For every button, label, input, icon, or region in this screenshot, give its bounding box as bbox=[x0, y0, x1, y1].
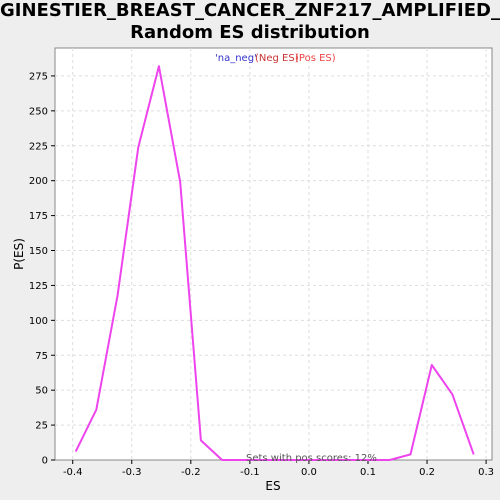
y-tick-label: 75 bbox=[35, 351, 48, 362]
legend-entry-pos-es: (Pos ES) bbox=[295, 53, 336, 64]
y-tick-label: 175 bbox=[29, 211, 48, 222]
y-tick-label: 25 bbox=[35, 421, 48, 432]
plot-area bbox=[54, 47, 493, 461]
x-tick-label: 0.1 bbox=[360, 467, 376, 478]
y-tick-label: 50 bbox=[35, 386, 48, 397]
legend-entry-na-neg: 'na_neg' bbox=[215, 53, 257, 64]
y-tick-label: 150 bbox=[29, 246, 48, 257]
x-tick-label: -0.3 bbox=[122, 467, 142, 478]
y-tick-label: 275 bbox=[29, 71, 48, 82]
x-tick-label: 0.3 bbox=[478, 467, 494, 478]
y-axis-label: P(ES) bbox=[12, 238, 26, 270]
x-axis-label: ES bbox=[265, 479, 280, 493]
y-tick-label: 100 bbox=[29, 316, 48, 327]
y-axis-ticks: 0 25 50 75 100 125 150 175 200 225 250 275 bbox=[29, 71, 55, 467]
legend-entry-neg-es: (Neg ES) bbox=[255, 53, 299, 64]
x-axis-ticks: -0.4 -0.3 -0.2 -0.1 0.0 0.1 0.2 0.3 bbox=[63, 460, 494, 478]
x-tick-label: 0.2 bbox=[419, 467, 435, 478]
y-tick-label: 200 bbox=[29, 176, 48, 187]
x-tick-label: -0.4 bbox=[63, 467, 83, 478]
x-tick-label: -0.1 bbox=[240, 467, 260, 478]
pos-scores-annotation: Sets with pos scores: 12% bbox=[246, 453, 377, 464]
y-tick-label: 0 bbox=[42, 456, 48, 467]
chart-title-line-2: Random ES distribution bbox=[130, 22, 370, 43]
series-layer bbox=[74, 65, 475, 461]
x-tick-label: 0.0 bbox=[301, 467, 317, 478]
x-tick-label: -0.2 bbox=[181, 467, 201, 478]
chart-title-line-1: GINESTIER_BREAST_CANCER_ZNF217_AMPLIFIED… bbox=[0, 0, 500, 21]
y-tick-label: 125 bbox=[29, 281, 48, 292]
y-tick-label: 225 bbox=[29, 141, 48, 152]
y-tick-label: 250 bbox=[29, 106, 48, 117]
grid-lines bbox=[55, 48, 492, 460]
chart-title: GINESTIER_BREAST_CANCER_ZNF217_AMPLIFIED… bbox=[0, 0, 500, 44]
es-distribution-line bbox=[74, 65, 475, 461]
